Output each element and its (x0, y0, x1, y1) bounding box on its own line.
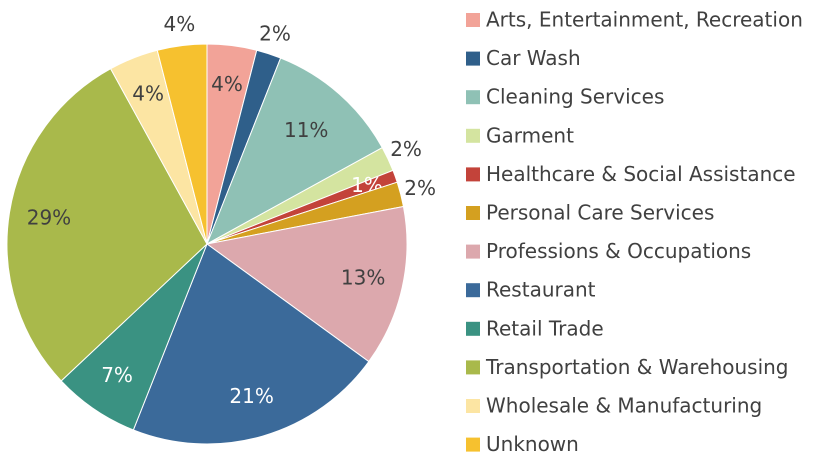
legend-label: Healthcare & Social Assistance (486, 162, 796, 186)
legend-swatch (466, 437, 480, 452)
legend-label: Retail Trade (486, 316, 604, 340)
legend-label: Arts, Entertainment, Recreation (486, 8, 803, 32)
data-label: 21% (229, 384, 273, 408)
legend-label: Transportation & Warehousing (485, 355, 789, 379)
legend-swatch (466, 399, 480, 413)
legend-swatch (466, 244, 480, 259)
legend-label: Garment (486, 123, 574, 147)
legend-swatch (466, 128, 480, 143)
pie-slice (132, 243, 370, 445)
data-label: 2% (404, 176, 436, 200)
legend-label: Restaurant (486, 278, 596, 302)
pie-slice (206, 57, 383, 246)
legend-swatch (466, 321, 480, 336)
legend-label: Professions & Occupations (486, 239, 751, 263)
data-label: 29% (27, 205, 71, 229)
legend-swatch (466, 51, 480, 66)
legend-swatch (466, 206, 480, 220)
data-label: 4% (164, 12, 196, 36)
data-label: 4% (211, 72, 243, 96)
legend-swatch (466, 283, 480, 298)
legend-swatch (466, 90, 480, 105)
legend-label: Cleaning Services (486, 85, 664, 109)
legend-label: Wholesale & Manufacturing (486, 394, 762, 418)
data-label: 2% (390, 137, 422, 161)
legend-label: Unknown (486, 432, 579, 456)
pie-slice (205, 205, 408, 363)
legend-swatch (466, 167, 480, 182)
legend-swatch (466, 360, 480, 375)
legend-label: Car Wash (486, 46, 581, 70)
pie-slice (6, 68, 208, 382)
data-label: 13% (341, 265, 385, 289)
data-label: 11% (284, 118, 328, 142)
data-label: 2% (259, 21, 291, 45)
data-label: 4% (132, 82, 164, 106)
pie-slice (156, 43, 208, 245)
legend-swatch (466, 13, 480, 27)
data-label: 7% (101, 363, 133, 387)
legend-label: Personal Care Services (486, 201, 714, 225)
